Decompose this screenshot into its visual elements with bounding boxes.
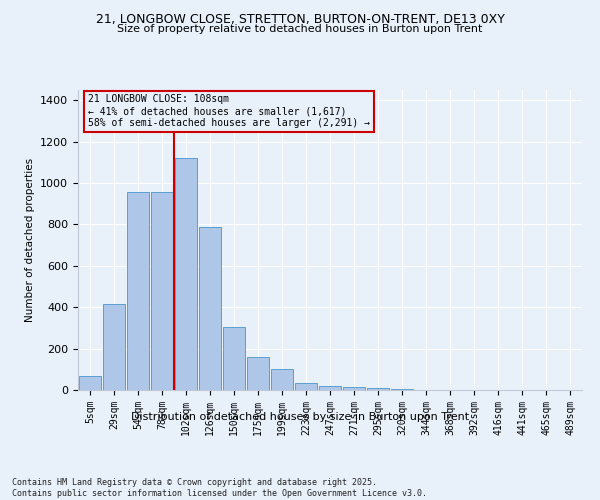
Bar	[223, 327, 245, 390]
Text: Contains HM Land Registry data © Crown copyright and database right 2025.
Contai: Contains HM Land Registry data © Crown c…	[12, 478, 427, 498]
Text: Size of property relative to detached houses in Burton upon Trent: Size of property relative to detached ho…	[118, 24, 482, 34]
Text: Distribution of detached houses by size in Burton upon Trent: Distribution of detached houses by size …	[131, 412, 469, 422]
Bar	[319, 386, 341, 390]
Bar	[271, 370, 293, 390]
Text: 21 LONGBOW CLOSE: 108sqm
← 41% of detached houses are smaller (1,617)
58% of sem: 21 LONGBOW CLOSE: 108sqm ← 41% of detach…	[88, 94, 370, 128]
Bar	[151, 192, 173, 390]
Bar	[391, 389, 413, 390]
Text: 21, LONGBOW CLOSE, STRETTON, BURTON-ON-TRENT, DE13 0XY: 21, LONGBOW CLOSE, STRETTON, BURTON-ON-T…	[95, 12, 505, 26]
Bar	[295, 383, 317, 390]
Bar	[247, 357, 269, 390]
Bar	[199, 226, 221, 390]
Bar	[175, 158, 197, 390]
Bar	[79, 376, 101, 390]
Bar	[103, 304, 125, 390]
Bar	[367, 388, 389, 390]
Bar	[343, 387, 365, 390]
Y-axis label: Number of detached properties: Number of detached properties	[25, 158, 35, 322]
Bar	[127, 192, 149, 390]
